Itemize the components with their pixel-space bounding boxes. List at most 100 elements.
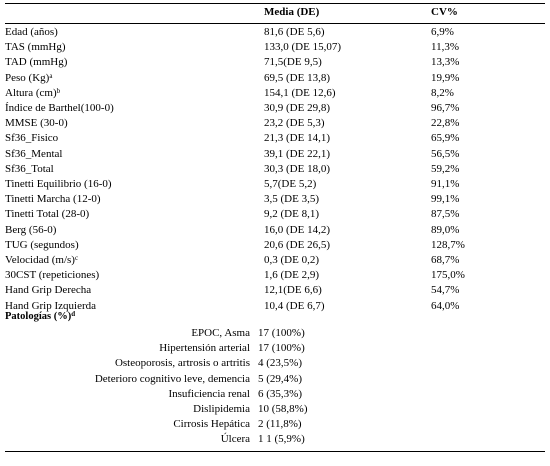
measure-label: Tinetti Equilibrio (16-0) (5, 177, 112, 192)
measure-mean: 81,6 (DE 5,6) (264, 26, 325, 38)
measure-label: TUG (segundos) (5, 238, 79, 253)
measure-label-text: MMSE (30-0) (5, 117, 68, 130)
measure-cv: 59,2% (431, 162, 460, 175)
measure-label-text: Tinetti Equilibrio (16-0) (5, 178, 112, 190)
measure-label: Hand Grip Izquierda (5, 299, 96, 314)
measure-label-text: Hand Grip Derecha (5, 284, 92, 297)
measure-label-text: 30CST (repeticiones) (5, 269, 100, 282)
measure-label-text: Edad (años) (5, 26, 58, 38)
measure-cv: 99,1% (431, 193, 460, 206)
pathology-title-sup: d (71, 310, 76, 318)
measure-label-text: TUG (segundos) (5, 238, 79, 251)
pathology-value: 2 (11,8%) (258, 418, 302, 431)
measure-cv: 175,0% (431, 269, 465, 282)
measure-label-text: Sf36_Total (5, 162, 54, 175)
header-mean: Media (DE) (264, 6, 320, 18)
pathology-label: Osteoporosis, artrosis o artritis (114, 357, 250, 370)
measure-label: TAD (mmHg) (5, 55, 67, 70)
measure-label-text: TAS (mmHg) (5, 41, 66, 54)
measure-mean: 12,1(DE 6,6) (264, 284, 322, 297)
measure-label: Hand Grip Derecha (5, 283, 91, 298)
measure-mean: 0,3 (DE 0,2) (264, 254, 319, 266)
measure-label: Sf36_Mental (5, 147, 62, 162)
pathology-label: Dislipidemia (193, 403, 250, 415)
measure-mean: 30,9 (DE 29,8) (264, 102, 330, 114)
measure-label: Sf36_Fisico (5, 131, 58, 146)
measure-cv: 87,5% (431, 208, 460, 221)
measure-mean: 9,2 (DE 8,1) (264, 208, 319, 221)
footnote-marker: a (49, 71, 53, 80)
measure-label-text: Altura (cm) (5, 86, 57, 99)
measure-label-text: Peso (Kg) (5, 71, 50, 84)
pathology-label: Hipertensión arterial (159, 342, 250, 355)
measure-mean: 154,1 (DE 12,6) (264, 86, 336, 99)
measure-label: MMSE (30-0) (5, 116, 68, 131)
measure-cv: 11,3% (431, 41, 460, 54)
measure-mean: 16,0 (DE 14,2) (264, 223, 330, 236)
pathology-title-text: Patologías (%) (5, 311, 72, 322)
pathology-value: 17 (100%) (258, 342, 305, 355)
pathology-value: 17 (100%) (258, 327, 305, 339)
footnote-marker: c (74, 254, 79, 262)
measure-cv: 96,7% (431, 102, 460, 114)
measure-mean: 133,0 (DE 15,07) (264, 41, 341, 54)
measure-mean: 5,7(DE 5,2) (264, 178, 317, 190)
measure-label: Índice de Barthel(100-0) (5, 101, 114, 116)
pathology-value: 10 (58,8%) (258, 403, 308, 415)
pathology-label: Úlcera (220, 433, 250, 446)
measure-cv: 89,0% (431, 223, 460, 236)
measure-label: TAS (mmHg) (5, 40, 66, 55)
pathology-label: EPOC, Asma (191, 327, 250, 339)
pathology-value: 4 (23,5%) (258, 357, 302, 370)
measure-cv: 19,9% (431, 71, 460, 84)
header-cv: CV% (431, 6, 458, 18)
measure-mean: 20,6 (DE 26,5) (264, 238, 330, 251)
header-rule (5, 23, 545, 24)
measure-mean: 1,6 (DE 2,9) (264, 269, 319, 282)
measure-cv: 128,7% (431, 238, 465, 251)
pathology-section-title: Patologías (%)d (5, 309, 75, 324)
measure-cv: 54,7% (431, 284, 460, 297)
measure-cv: 68,7% (431, 254, 460, 266)
pathology-value: 6 (35,3%) (258, 387, 302, 400)
measure-cv: 13,3% (431, 56, 460, 69)
pathology-label: Deterioro cognitivo leve, demencia (94, 372, 250, 385)
measure-mean: 10,4 (DE 6,7) (264, 299, 325, 312)
measure-mean: 69,5 (DE 13,8) (264, 71, 330, 84)
measure-label-text: Velocidad (m/s) (5, 254, 75, 266)
measure-cv: 8,2% (431, 86, 454, 99)
measure-mean: 21,3 (DE 14,1) (264, 132, 330, 145)
measure-cv: 6,9% (431, 26, 454, 38)
pathology-label: Insuficiencia renal (168, 387, 250, 400)
measure-label-text: Hand Grip Izquierda (5, 299, 97, 312)
measure-label-text: Tinetti Marcha (12-0) (5, 193, 101, 206)
measure-label: Tinetti Marcha (12-0) (5, 192, 101, 207)
measure-label: Edad (años) (5, 25, 58, 40)
measure-label: 30CST (repeticiones) (5, 268, 99, 283)
measure-cv: 22,8% (431, 117, 460, 130)
measure-mean: 30,3 (DE 18,0) (264, 162, 330, 175)
measure-label: Tinetti Total (28-0) (5, 207, 89, 222)
measure-label: Peso (Kg)a (5, 71, 52, 86)
measure-label-text: Sf36_Fisico (5, 132, 59, 145)
pathology-label: Cirrosis Hepática (173, 418, 250, 431)
footnote-marker: b (56, 86, 61, 95)
measure-cv: 56,5% (431, 147, 460, 160)
measure-mean: 39,1 (DE 22,1) (264, 147, 330, 160)
measure-label-text: TAD (mmHg) (5, 56, 68, 69)
measure-label: Altura (cm)b (5, 86, 60, 101)
measure-label-text: Índice de Barthel(100-0) (5, 102, 114, 114)
measure-mean: 3,5 (DE 3,5) (264, 193, 319, 206)
measure-mean: 23,2 (DE 5,3) (264, 117, 325, 130)
measure-label-text: Berg (56-0) (5, 223, 57, 236)
measure-label: Berg (56-0) (5, 223, 56, 238)
measure-label: Velocidad (m/s)c (5, 253, 78, 268)
measure-label: Sf36_Total (5, 162, 54, 177)
bottom-rule (5, 451, 545, 452)
measure-mean: 71,5(DE 9,5) (264, 56, 322, 69)
measure-cv: 91,1% (431, 178, 460, 190)
measure-label-text: Sf36_Mental (5, 147, 63, 160)
pathology-value: 1 1 (5,9%) (258, 433, 305, 446)
top-rule (5, 3, 545, 4)
pathology-value: 5 (29,4%) (258, 372, 302, 385)
